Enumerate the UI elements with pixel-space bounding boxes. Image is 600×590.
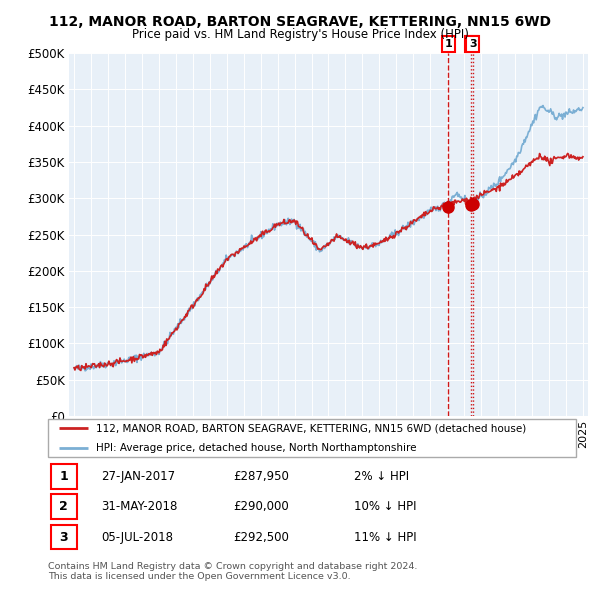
Text: HPI: Average price, detached house, North Northamptonshire: HPI: Average price, detached house, Nort… [95, 442, 416, 453]
Text: 1: 1 [59, 470, 68, 483]
Text: £292,500: £292,500 [233, 530, 289, 543]
Text: Contains HM Land Registry data © Crown copyright and database right 2024.: Contains HM Land Registry data © Crown c… [48, 562, 418, 571]
Text: 112, MANOR ROAD, BARTON SEAGRAVE, KETTERING, NN15 6WD (detached house): 112, MANOR ROAD, BARTON SEAGRAVE, KETTER… [95, 424, 526, 434]
Text: 2% ↓ HPI: 2% ↓ HPI [354, 470, 409, 483]
Text: 31-MAY-2018: 31-MAY-2018 [101, 500, 177, 513]
Text: 2: 2 [467, 39, 475, 49]
FancyBboxPatch shape [50, 525, 77, 549]
Text: 2: 2 [59, 500, 68, 513]
Text: £290,000: £290,000 [233, 500, 289, 513]
Text: 3: 3 [59, 530, 68, 543]
Text: 112, MANOR ROAD, BARTON SEAGRAVE, KETTERING, NN15 6WD: 112, MANOR ROAD, BARTON SEAGRAVE, KETTER… [49, 15, 551, 29]
Text: 10% ↓ HPI: 10% ↓ HPI [354, 500, 417, 513]
Text: This data is licensed under the Open Government Licence v3.0.: This data is licensed under the Open Gov… [48, 572, 350, 581]
Text: 1: 1 [445, 39, 452, 49]
FancyBboxPatch shape [50, 494, 77, 519]
FancyBboxPatch shape [50, 464, 77, 489]
Text: £287,950: £287,950 [233, 470, 289, 483]
FancyBboxPatch shape [48, 419, 576, 457]
Text: 3: 3 [469, 39, 476, 49]
Text: 11% ↓ HPI: 11% ↓ HPI [354, 530, 417, 543]
Text: 27-JAN-2017: 27-JAN-2017 [101, 470, 175, 483]
Text: 05-JUL-2018: 05-JUL-2018 [101, 530, 173, 543]
Text: Price paid vs. HM Land Registry's House Price Index (HPI): Price paid vs. HM Land Registry's House … [131, 28, 469, 41]
